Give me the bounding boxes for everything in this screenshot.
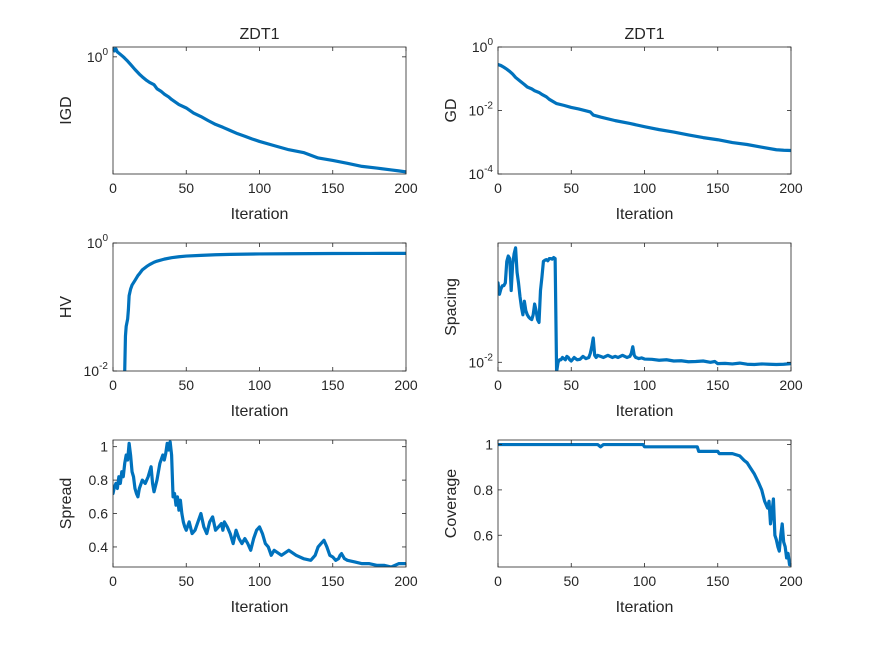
hv-xtick-label: 100 [248,377,272,393]
spacing-y-axis-label: Spacing [443,278,460,336]
spacing-ytick-label: 10-2 [469,352,494,370]
hv-xtick-label: 50 [178,377,194,393]
coverage-xtick-label: 150 [706,573,730,589]
igd-xtick-label: 50 [178,180,194,196]
chart-gd: 0 50 100 150 200 100 10-2 10-4 Iteration GD ZDT1 [443,26,803,223]
chart-spread: 0 50 100 150 200 0.4 0.6 0.8 1 Iteration Spread [58,439,418,616]
coverage-ytick-label: 0.6 [474,527,494,543]
spacing-xtick-label: 100 [633,377,657,393]
coverage-series-line [498,442,791,567]
spread-xtick-label: 0 [109,573,117,589]
gd-xtick-label: 100 [633,180,657,196]
spacing-series-line [498,246,791,371]
gd-xtick-label: 0 [494,180,502,196]
igd-x-axis-label: Iteration [231,206,289,223]
spacing-xtick-label: 0 [494,377,502,393]
igd-y-axis-label: IGD [58,96,75,124]
hv-xtick-label: 150 [321,377,345,393]
hv-series-line [123,251,406,371]
chart-hv: 0 50 100 150 200 100 10-2 Iteration HV [58,233,418,420]
chart-igd: 0 50 100 150 200 100 Iteration IGD ZDT1 [58,26,418,223]
spacing-xtick-label: 200 [779,377,803,393]
igd-xtick-label: 150 [321,180,345,196]
coverage-y-axis-label: Coverage [443,469,460,538]
hv-xtick-label: 0 [109,377,117,393]
spacing-xtick-label: 50 [563,377,579,393]
igd-xtick-label: 0 [109,180,117,196]
coverage-ytick-label: 1 [485,437,493,453]
spread-xtick-label: 50 [178,573,194,589]
hv-ytick-label: 100 [87,233,109,251]
chart-coverage: 0 50 100 150 200 0.6 0.8 1 Iteration Coverage [443,437,803,616]
spread-y-axis-label: Spread [58,478,75,530]
gd-xtick-label: 150 [706,180,730,196]
igd-ytick-label: 100 [87,47,109,65]
gd-xtick-label: 200 [779,180,803,196]
gd-series-line [498,62,791,153]
igd-chart-title: ZDT1 [240,26,280,43]
spread-ytick-label: 0.6 [89,506,109,522]
gd-y-axis-label: GD [443,99,460,123]
spread-ytick-label: 1 [100,439,108,455]
coverage-x-axis-label: Iteration [616,599,674,616]
gd-chart-title: ZDT1 [625,26,665,43]
hv-xtick-label: 200 [394,377,418,393]
spread-series-line [113,440,406,567]
spread-xtick-label: 200 [394,573,418,589]
spacing-x-axis-label: Iteration [616,403,674,420]
gd-ytick-label: 10-4 [469,164,494,182]
spacing-xtick-label: 150 [706,377,730,393]
coverage-ytick-label: 0.8 [474,482,494,498]
coverage-xtick-label: 0 [494,573,502,589]
coverage-xtick-label: 50 [563,573,579,589]
coverage-xtick-label: 100 [633,573,657,589]
hv-y-axis-label: HV [58,296,75,319]
gd-xtick-label: 50 [563,180,579,196]
spread-x-axis-label: Iteration [231,599,289,616]
coverage-xtick-label: 200 [779,573,803,589]
igd-series-line [113,47,406,174]
spread-ytick-label: 0.8 [89,472,109,488]
gd-ytick-label: 100 [472,37,494,55]
spread-xtick-label: 150 [321,573,345,589]
hv-ytick-label: 10-2 [84,361,109,379]
hv-x-axis-label: Iteration [231,403,289,420]
igd-xtick-label: 100 [248,180,272,196]
gd-x-axis-label: Iteration [616,206,674,223]
chart-spacing: 0 50 100 150 200 10-2 Iteration Spacing [443,242,803,420]
spread-ytick-label: 0.4 [89,539,109,555]
spread-xtick-label: 100 [248,573,272,589]
gd-ytick-label: 10-2 [469,101,494,119]
igd-xtick-label: 200 [394,180,418,196]
